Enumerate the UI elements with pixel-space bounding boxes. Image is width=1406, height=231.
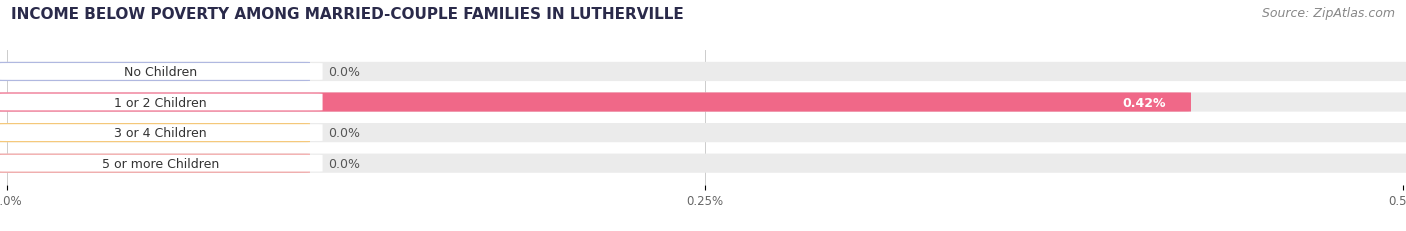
Text: 0.42%: 0.42% xyxy=(1122,96,1166,109)
Text: 5 or more Children: 5 or more Children xyxy=(103,157,219,170)
FancyBboxPatch shape xyxy=(0,154,1406,173)
Text: 1 or 2 Children: 1 or 2 Children xyxy=(114,96,207,109)
FancyBboxPatch shape xyxy=(0,125,322,141)
FancyBboxPatch shape xyxy=(0,154,309,173)
FancyBboxPatch shape xyxy=(0,93,1191,112)
Text: 0.0%: 0.0% xyxy=(328,127,360,140)
FancyBboxPatch shape xyxy=(0,94,322,111)
Text: INCOME BELOW POVERTY AMONG MARRIED-COUPLE FAMILIES IN LUTHERVILLE: INCOME BELOW POVERTY AMONG MARRIED-COUPL… xyxy=(11,7,683,22)
Text: 3 or 4 Children: 3 or 4 Children xyxy=(114,127,207,140)
FancyBboxPatch shape xyxy=(0,64,322,81)
FancyBboxPatch shape xyxy=(0,63,309,82)
Text: Source: ZipAtlas.com: Source: ZipAtlas.com xyxy=(1261,7,1395,20)
FancyBboxPatch shape xyxy=(0,124,309,143)
FancyBboxPatch shape xyxy=(0,155,322,172)
Text: No Children: No Children xyxy=(124,66,197,79)
FancyBboxPatch shape xyxy=(0,124,1406,143)
FancyBboxPatch shape xyxy=(0,63,1406,82)
Text: 0.0%: 0.0% xyxy=(328,66,360,79)
Text: 0.0%: 0.0% xyxy=(328,157,360,170)
FancyBboxPatch shape xyxy=(0,93,1406,112)
